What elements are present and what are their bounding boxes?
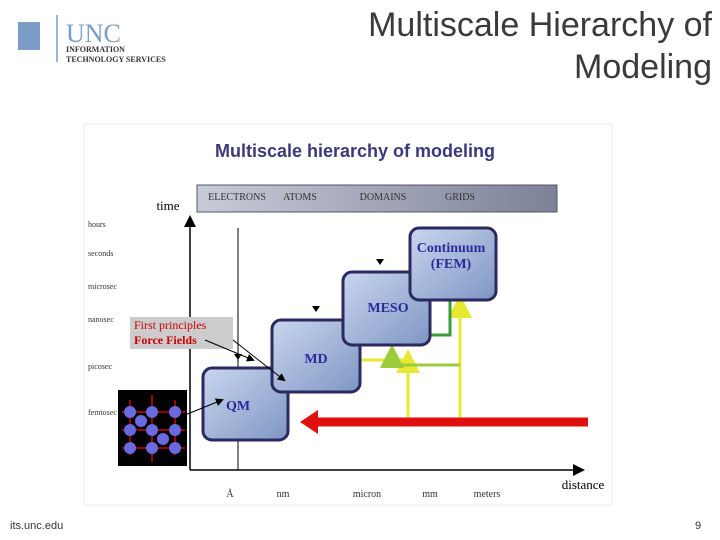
distance-tick-label: meters bbox=[474, 489, 501, 500]
logo-icon bbox=[18, 22, 40, 50]
red-arrow-head bbox=[300, 410, 318, 434]
model-label: QM bbox=[226, 399, 250, 414]
callout-text: Force Fields bbox=[134, 333, 197, 347]
model-label: (FEM) bbox=[431, 257, 472, 272]
scale-band bbox=[196, 184, 558, 213]
org-line: INFORMATION bbox=[66, 45, 125, 54]
callout-arrow bbox=[184, 398, 224, 416]
time-tick-label: femtosec bbox=[88, 408, 117, 417]
atom bbox=[135, 415, 147, 427]
drop-marker bbox=[312, 306, 320, 312]
callout-text: First principles bbox=[134, 318, 207, 332]
slide-title: Modeling bbox=[574, 48, 712, 86]
model-box bbox=[408, 226, 498, 302]
atom-image bbox=[118, 390, 187, 466]
y-axis-label: time bbox=[156, 198, 179, 213]
callout-box bbox=[130, 317, 233, 349]
footer-url: its.unc.edu bbox=[10, 520, 63, 532]
drop-marker bbox=[234, 354, 242, 360]
model-label: MESO bbox=[367, 301, 408, 316]
x-axis-label: distance bbox=[562, 477, 605, 492]
distance-tick-label: nm bbox=[277, 489, 290, 500]
connector bbox=[380, 344, 460, 368]
band-label: ELECTRONS bbox=[208, 192, 266, 203]
atom bbox=[146, 442, 158, 454]
band-label: ATOMS bbox=[283, 192, 317, 203]
band-label: GRIDS bbox=[445, 192, 475, 203]
figure-title: Multiscale hierarchy of modeling bbox=[215, 141, 495, 161]
atom bbox=[146, 424, 158, 436]
time-tick-label: hours bbox=[88, 220, 106, 229]
connector bbox=[430, 300, 452, 337]
distance-tick-label: micron bbox=[353, 489, 381, 500]
time-tick-label: seconds bbox=[88, 249, 113, 258]
callout-arrow bbox=[204, 339, 255, 362]
time-tick-label: picosec bbox=[88, 362, 112, 371]
distance-tick-label: mm bbox=[422, 489, 438, 500]
model-box bbox=[270, 318, 362, 394]
drop-marker bbox=[376, 259, 384, 265]
logo: UNC INFORMATION TECHNOLOGY SERVICES bbox=[18, 15, 166, 64]
atom bbox=[169, 442, 181, 454]
callout-arrow bbox=[232, 339, 286, 382]
atom bbox=[124, 406, 136, 418]
time-tick-label: microsec bbox=[88, 282, 117, 291]
atom bbox=[169, 406, 181, 418]
slide-title: Multiscale Hierarchy of bbox=[368, 6, 712, 44]
atom bbox=[169, 424, 181, 436]
model-box bbox=[341, 270, 432, 347]
model-box bbox=[201, 366, 290, 442]
model-label: Continuum bbox=[417, 241, 486, 256]
atom bbox=[124, 442, 136, 454]
atom bbox=[124, 424, 136, 436]
model-label: MD bbox=[304, 352, 327, 367]
atom bbox=[146, 406, 158, 418]
page-number: 9 bbox=[695, 520, 701, 532]
band-label: DOMAINS bbox=[360, 192, 407, 203]
time-tick-label: nanosec bbox=[88, 315, 114, 324]
org-line: TECHNOLOGY SERVICES bbox=[66, 55, 166, 64]
distance-tick-label: Å bbox=[226, 488, 234, 500]
logo-text: UNC bbox=[66, 19, 121, 48]
atom bbox=[157, 433, 169, 445]
